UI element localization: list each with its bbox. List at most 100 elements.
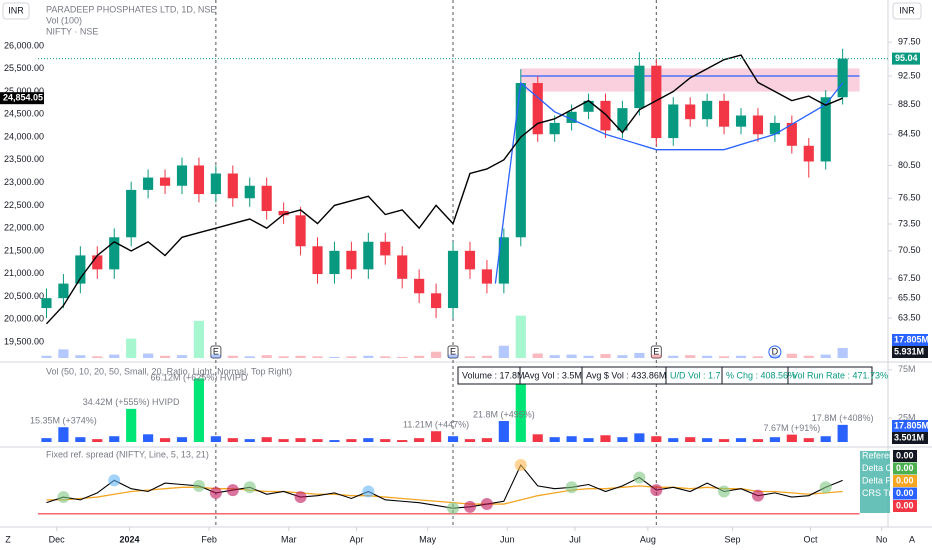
y-tick-label: 22,000.00 [4, 223, 44, 233]
x-tick-label: Apr [349, 534, 363, 544]
candle-body [143, 177, 154, 190]
price-pane-volume-bar [668, 355, 679, 358]
corner-right[interactable]: A [909, 534, 915, 544]
event-marker[interactable] [447, 345, 459, 359]
currency-right[interactable]: INR [899, 5, 915, 15]
corner-left[interactable]: Z [5, 534, 11, 544]
volume-bar [176, 437, 188, 442]
volume-bar [210, 436, 221, 442]
event-label: D [772, 346, 779, 356]
spread-signal [751, 489, 764, 502]
candle-body [176, 165, 188, 186]
volume-bar [126, 408, 137, 442]
spread-legend-value: 0.00 [896, 463, 914, 473]
event-marker[interactable] [650, 345, 662, 359]
spread-signal [243, 481, 256, 494]
currency-left[interactable]: INR [8, 5, 24, 15]
volume-bar [227, 438, 238, 442]
candle-body [126, 189, 137, 238]
price-pane-volume-bar [126, 338, 137, 358]
event-marker[interactable] [210, 345, 222, 359]
x-tick-label: Sep [725, 534, 741, 544]
volume-annotation: 34.42M (+555%) HVIPD [83, 397, 180, 407]
candle-body [109, 237, 120, 270]
volume-bar [92, 439, 103, 442]
price-pane-volume-bar [617, 355, 628, 358]
spread-legend-value-box [893, 462, 917, 475]
volume-axis-label: 3.501M [894, 432, 924, 442]
comparison-line [45, 54, 843, 325]
spread-signal [650, 484, 663, 497]
volume-bar [651, 436, 662, 442]
spread-legend-value-box [893, 450, 917, 462]
volume-bar [143, 434, 154, 442]
candle-body [244, 185, 255, 199]
candle-body [566, 111, 577, 123]
volume-bar [159, 438, 171, 442]
stats-cell: Avg $ Vol : 433.86M [586, 370, 666, 380]
last-price-box [892, 52, 920, 65]
price-pane-volume-bar [380, 356, 391, 358]
last-value-label: 24,854.05 [3, 93, 43, 103]
price-pane-volume-bar [431, 351, 442, 358]
volume-annotation: 21.8M (+495%) [473, 409, 535, 419]
volume-bar [803, 438, 814, 442]
price-pane-volume-bar [735, 355, 747, 358]
price-pane-volume-bar [769, 355, 780, 358]
y-tick-label: 21,500.00 [4, 245, 44, 255]
price-pane-volume-bar [600, 354, 611, 358]
y-tick-label: 25,000.00 [4, 86, 44, 96]
stats-cell: Vol Run Rate : 471.73% [792, 370, 888, 380]
y-tick-label: 25,500.00 [4, 63, 44, 73]
currency-button[interactable] [2, 2, 30, 20]
price-pane-volume-bar [159, 355, 171, 358]
spread-signal [362, 485, 375, 498]
volume-bar [634, 433, 645, 442]
spread-legend-name: CRS Tren [862, 488, 902, 498]
price-pane-volume-bar [295, 355, 306, 358]
spread-signal [480, 498, 493, 511]
spread-legend-name: Delta CR [862, 463, 899, 473]
stats-box [457, 366, 873, 385]
spread-legend-value: 0.00 [896, 450, 914, 460]
candle-body [41, 298, 52, 309]
candle-body [820, 97, 831, 162]
spread-signal [819, 481, 832, 494]
price-pane-volume-bar [244, 356, 255, 358]
volume-bar [718, 439, 730, 442]
volume-axis-label: 17.805M [894, 420, 929, 430]
y-tick-label: 21,000.00 [4, 268, 44, 278]
spread-legend-value-box [893, 475, 917, 487]
volume-bar [414, 438, 425, 442]
volume-bar [752, 439, 764, 442]
candle-body [261, 185, 272, 212]
candle-body [803, 145, 814, 162]
spread-signal [209, 486, 222, 499]
currency-button[interactable] [892, 2, 922, 20]
volume-bar [769, 437, 780, 442]
price-pane-volume-bar [803, 355, 814, 358]
volume-bar [600, 435, 611, 442]
candle-body [668, 104, 679, 139]
y-tick-label: 23,000.00 [4, 177, 44, 187]
spread-legend-value: 0.00 [896, 475, 914, 485]
stats-cell: U/D Vol : 1.7 [670, 370, 721, 380]
volume-bar [109, 436, 120, 442]
price-pane-volume-bar [532, 353, 543, 358]
price-pane-volume-bar [193, 320, 205, 358]
spread-signal [514, 458, 527, 471]
price-pane-volume-bar [566, 354, 577, 358]
spread-signal [192, 479, 205, 492]
event-label: E [213, 346, 219, 356]
candle-body [346, 250, 357, 270]
event-marker[interactable] [768, 345, 782, 359]
candle-body [634, 65, 645, 109]
price-pane-volume-bar [685, 355, 696, 358]
volume-bar [583, 438, 594, 442]
price-pane-volume-bar [786, 353, 797, 358]
price-pane-volume-bar [702, 355, 713, 358]
price-pane-volume-bar [312, 356, 323, 358]
volume-bar [786, 434, 797, 442]
